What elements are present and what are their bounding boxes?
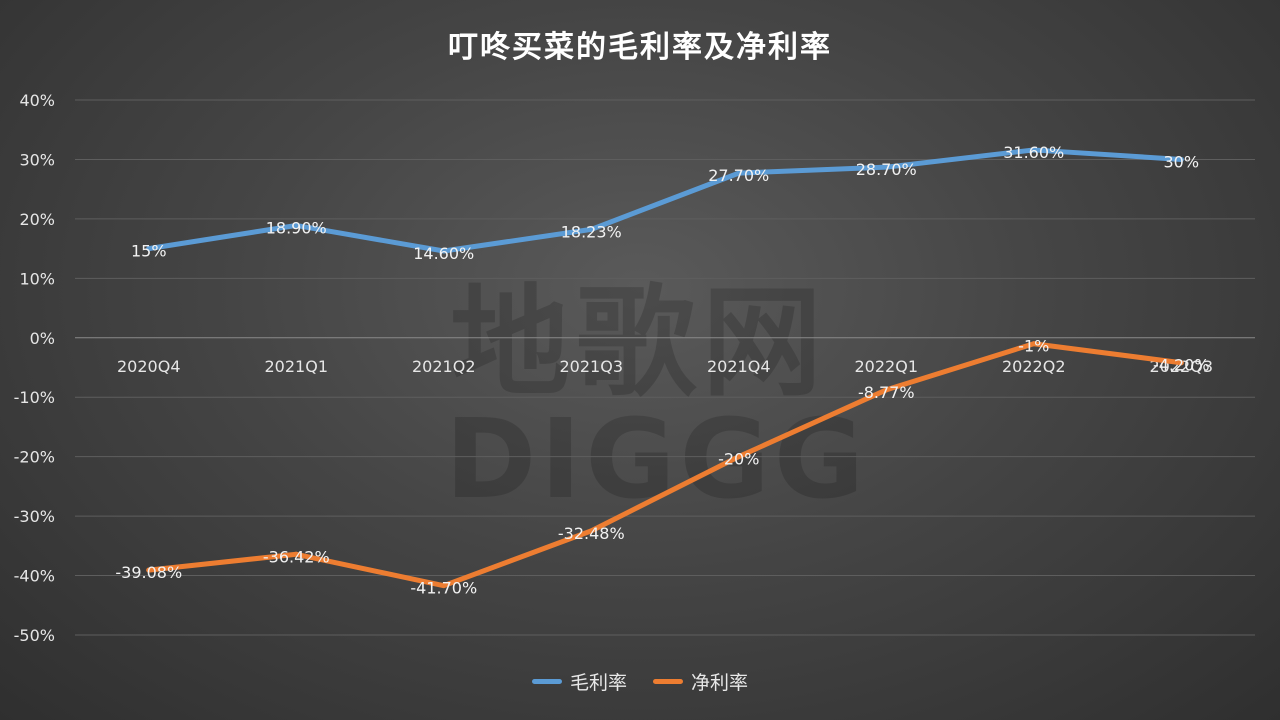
- data-point: [146, 246, 152, 252]
- data-label: -39.08%: [115, 563, 182, 582]
- chart-title: 叮咚买菜的毛利率及净利率: [448, 30, 832, 65]
- data-point: [1031, 341, 1037, 347]
- data-label: 31.60%: [1003, 143, 1064, 162]
- data-point: [1178, 156, 1184, 162]
- data-point: [1178, 360, 1184, 366]
- y-tick-label: 30%: [19, 150, 55, 169]
- data-point: [293, 551, 299, 557]
- data-point: [1031, 147, 1037, 153]
- legend: 毛利率 净利率: [0, 668, 1280, 695]
- legend-item-net-margin[interactable]: 净利率: [653, 668, 748, 695]
- y-tick-label: -50%: [14, 626, 55, 645]
- data-label: 18.90%: [266, 218, 327, 237]
- gridlines: [75, 99, 1255, 636]
- legend-item-gross-margin[interactable]: 毛利率: [531, 668, 627, 695]
- data-label: 30%: [1163, 152, 1199, 171]
- data-point: [883, 164, 889, 170]
- legend-swatch-net-margin: [653, 679, 683, 684]
- data-label: -36.42%: [263, 547, 330, 566]
- series-line-gross-margin: [146, 147, 1184, 254]
- x-tick-label: 2021Q1: [265, 357, 329, 376]
- data-point: [441, 248, 447, 254]
- data-point: [588, 528, 594, 534]
- y-tick-label: 40%: [19, 91, 55, 110]
- x-tick-label: 2020Q4: [117, 357, 181, 376]
- y-tick-label: -40%: [14, 567, 55, 586]
- legend-label-gross-margin: 毛利率: [569, 672, 627, 694]
- data-labels: 15% 18.90% 14.60% 18.23% 27.70% 28.70% 31.60% 3…: [115, 143, 1209, 598]
- data-point: [146, 567, 152, 573]
- data-label: -41.70%: [410, 579, 477, 598]
- y-axis-ticks: 40% 30% 20% 10% 0% -10% -20% -30% -40% -50%: [14, 91, 55, 645]
- y-tick-label: 0%: [30, 329, 55, 348]
- series-line-net-margin: [146, 341, 1184, 589]
- y-tick-label: -30%: [14, 507, 55, 526]
- y-tick-label: -20%: [14, 448, 55, 467]
- x-axis-ticks: 2020Q4 2021Q1 2021Q2 2021Q3 2021Q4 2022Q1 2022…: [117, 357, 1213, 376]
- x-tick-label: 2021Q3: [560, 357, 624, 376]
- data-label: -8.77%: [858, 383, 915, 402]
- x-tick-label: 2021Q2: [412, 357, 476, 376]
- legend-label-net-margin: 净利率: [691, 672, 749, 694]
- data-label: 27.70%: [708, 166, 769, 185]
- y-tick-label: 10%: [19, 269, 55, 288]
- data-label: 28.70%: [856, 160, 917, 179]
- data-point: [736, 454, 742, 460]
- data-label: 15%: [131, 242, 167, 261]
- x-tick-label: 2022Q2: [1002, 357, 1066, 376]
- data-label: -4.20%: [1153, 356, 1210, 375]
- y-tick-label: 20%: [19, 210, 55, 229]
- data-label: -20%: [718, 450, 759, 469]
- data-label: 18.23%: [561, 222, 622, 241]
- data-point: [441, 583, 447, 589]
- x-tick-label: 2021Q4: [707, 357, 771, 376]
- data-point: [736, 170, 742, 176]
- data-point: [588, 226, 594, 232]
- data-label: -32.48%: [558, 524, 625, 543]
- series-lines: [146, 147, 1184, 589]
- data-point: [883, 387, 889, 393]
- legend-swatch-gross-margin: [531, 679, 562, 684]
- x-tick-label: 2022Q1: [855, 357, 919, 376]
- y-tick-label: -10%: [14, 388, 55, 407]
- data-label: 14.60%: [413, 244, 474, 263]
- data-label: -1%: [1018, 337, 1049, 356]
- data-point: [293, 222, 299, 228]
